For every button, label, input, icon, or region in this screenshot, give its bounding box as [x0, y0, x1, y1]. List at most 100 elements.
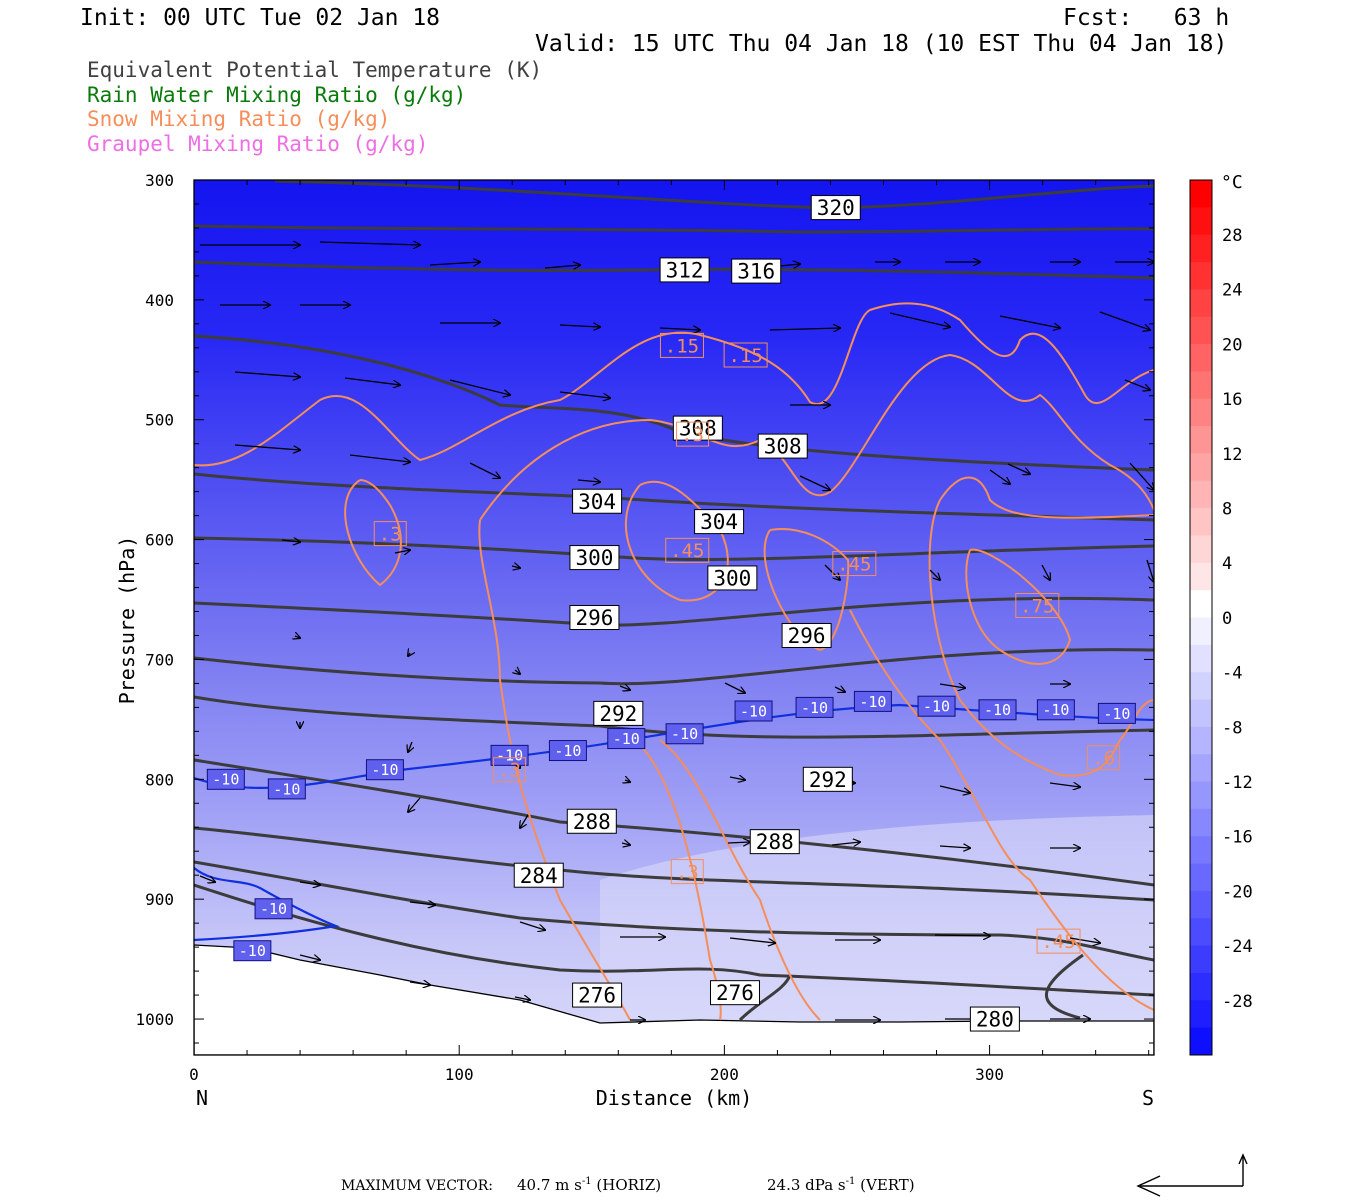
- colorbar-swatch: [1190, 726, 1212, 755]
- theta-e-line: [194, 883, 1154, 997]
- colorbar-unit: °C: [1221, 172, 1243, 193]
- theta-e-line: [194, 826, 1154, 902]
- snow-labels: .15 .15 .3 .3 .45 .45 .75 .6 .3 .3 .45: [373, 332, 1121, 954]
- snow-label: .3: [498, 760, 521, 782]
- wind-vector: [515, 670, 520, 674]
- wind-vector: [799, 475, 830, 490]
- isotherm-label-box: [206, 768, 245, 790]
- y-tick-label: 700: [145, 650, 174, 669]
- wind-vector: [281, 540, 300, 542]
- snow-label-box: [373, 521, 407, 547]
- wind-vector: [559, 391, 610, 398]
- wind-vector: [409, 902, 435, 905]
- colorbar-swatch: [1190, 754, 1212, 783]
- colorbar-swatch: [1190, 535, 1212, 564]
- theta-e-label-box: [707, 565, 758, 591]
- theta-e-label: 300: [575, 546, 613, 570]
- wind-vectors: [199, 242, 1154, 1020]
- isotherm-label: -10: [554, 742, 581, 760]
- y-tick-label: 300: [145, 171, 174, 190]
- isotherm-label: -10: [371, 761, 398, 779]
- colorbar-tick-label: -28: [1222, 992, 1253, 1012]
- isotherm-label-box: [233, 940, 272, 962]
- wind-vector: [939, 846, 970, 848]
- isotherm-label: -10: [984, 701, 1011, 719]
- theta-e-label-box: [802, 766, 853, 792]
- isotherm-label-box: [795, 696, 834, 718]
- x-label-south: S: [1142, 1086, 1154, 1110]
- colorbar-swatch: [1190, 945, 1212, 974]
- wind-vector: [299, 954, 320, 960]
- snow-label: .15: [665, 335, 699, 357]
- colorbar-swatch: [1190, 699, 1212, 728]
- snow-line: [478, 519, 631, 1021]
- colorbar-tick-label: -8: [1222, 718, 1242, 738]
- x-tick-label: 200: [710, 1065, 739, 1084]
- theta-e-label: 296: [575, 606, 613, 630]
- wind-vector: [621, 843, 630, 845]
- snow-label: .75: [1020, 595, 1054, 617]
- colorbar-swatch: [1190, 644, 1212, 673]
- snow-label-box: [676, 421, 710, 447]
- theta-e-line: [194, 536, 1154, 562]
- wind-vector: [834, 687, 845, 692]
- colorbar-tick-label: 4: [1222, 554, 1232, 574]
- snow-label-box: [1087, 745, 1121, 771]
- theta-e-line: [194, 695, 1154, 739]
- isotherm-label-box: [548, 740, 587, 762]
- colorbar-tick-label: -20: [1222, 882, 1253, 902]
- snow-line: [194, 302, 1154, 467]
- legend-rain: Rain Water Mixing Ratio (g/kg): [87, 83, 467, 107]
- colorbar-swatch: [1190, 180, 1212, 208]
- snow-label: .6: [1092, 748, 1115, 770]
- colorbar-tick-label: -16: [1222, 828, 1253, 848]
- isotherm-label-box: [853, 690, 892, 712]
- reference-vector: [1136, 1153, 1248, 1197]
- theta-e-label: 276: [578, 984, 616, 1008]
- colorbar-tick-label: 24: [1222, 281, 1242, 301]
- isotherm-label: -10: [801, 699, 828, 717]
- theta-e-label-box: [569, 605, 620, 630]
- colorbar-swatch: [1190, 562, 1212, 591]
- theta-e-label-box: [566, 808, 617, 834]
- snow-label: .45: [670, 540, 704, 562]
- y-tick-label: 1000: [135, 1010, 174, 1029]
- wind-vector: [1069, 937, 1100, 943]
- colorbar-swatch: [1190, 508, 1212, 536]
- theta-e-label: 316: [737, 260, 775, 284]
- wind-vector: [939, 785, 970, 793]
- snow-label: .45: [837, 553, 871, 575]
- wind-vector: [831, 842, 860, 845]
- wind-vector: [999, 315, 1060, 328]
- theta-e-line: [738, 974, 792, 1022]
- wind-vector: [1049, 783, 1080, 787]
- wind-vector: [1007, 463, 1030, 474]
- colorbar-swatch: [1190, 371, 1212, 400]
- colorbar-swatch: [1190, 234, 1212, 263]
- isotherm-line: [194, 867, 341, 942]
- colorbar-swatch: [1190, 918, 1212, 947]
- colorbar-swatch: [1190, 207, 1212, 236]
- colorbar-tick-label: 0: [1222, 609, 1232, 629]
- y-axis-title: Pressure (hPa): [115, 536, 139, 705]
- reference-vertical-arrowhead: [1238, 1153, 1248, 1165]
- colorbar-tick-label: 20: [1222, 335, 1242, 355]
- theta-e-label: 276: [716, 981, 754, 1005]
- wind-vector: [511, 566, 520, 568]
- theta-e-label: 280: [976, 1008, 1014, 1032]
- wind-vector: [989, 469, 1010, 484]
- wind-vector: [409, 982, 430, 985]
- y-tick-label: 400: [145, 291, 174, 310]
- theta-e-label: 312: [666, 258, 704, 282]
- colorbar-tick-label: -24: [1222, 937, 1253, 957]
- isotherm-label-box: [734, 700, 773, 722]
- snow-label: .45: [1041, 931, 1075, 953]
- theta-e-label-box: [572, 982, 623, 1008]
- colorbar-swatch: [1190, 398, 1212, 427]
- isotherm-label: -10: [212, 771, 239, 789]
- theta-e-label: 304: [700, 510, 738, 534]
- wind-vector: [929, 569, 940, 580]
- snow-line: [939, 476, 1154, 519]
- wind-vector: [408, 797, 421, 812]
- theta-e-label-box: [731, 258, 782, 284]
